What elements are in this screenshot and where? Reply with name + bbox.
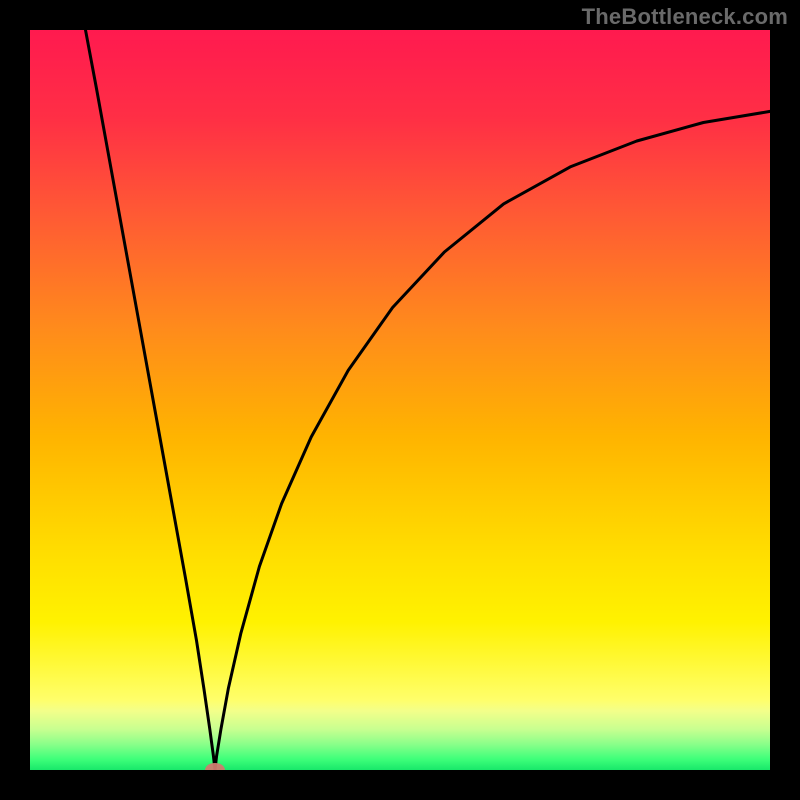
- chart-frame: { "watermark": { "text": "TheBottleneck.…: [0, 0, 800, 800]
- watermark-text: TheBottleneck.com: [582, 4, 788, 30]
- bottleneck-chart: [0, 0, 800, 800]
